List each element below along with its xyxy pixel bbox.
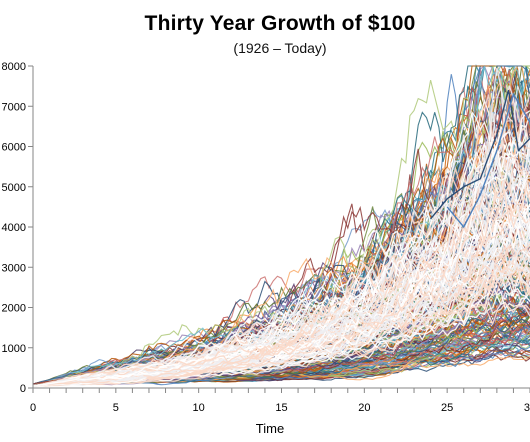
series-line xyxy=(32,157,530,387)
series-line xyxy=(32,146,530,387)
y-tick-label: 0 xyxy=(20,383,26,395)
axis-layer: 0 5 10 15 20 25 30 0 1000 2000 3000 4000 5000 6000 700… xyxy=(2,61,530,414)
series-line xyxy=(430,89,530,220)
x-tick-label: 20 xyxy=(358,402,370,414)
x-tick-label: 10 xyxy=(193,402,205,414)
series-line xyxy=(32,90,530,385)
series-line xyxy=(446,92,530,229)
x-axis-label: Time xyxy=(255,421,285,436)
y-tick-label: 5000 xyxy=(2,182,26,194)
x-tick-label: 15 xyxy=(275,402,287,414)
series-line xyxy=(32,110,530,387)
y-tick-label: 4000 xyxy=(2,222,26,234)
x-tick-label: 25 xyxy=(441,402,453,414)
chart-subtitle: (1926 – Today) xyxy=(233,40,327,56)
y-tick-label: 8000 xyxy=(2,61,26,73)
y-tick-label: 2000 xyxy=(2,303,26,315)
y-tick-label: 3000 xyxy=(2,262,26,274)
series-line xyxy=(32,209,530,387)
series-line xyxy=(32,147,530,387)
chart-title: Thirty Year Growth of $100 xyxy=(144,12,416,35)
x-tick-label: 5 xyxy=(113,402,119,414)
y-tick-label: 7000 xyxy=(2,101,26,113)
y-tick-label: 6000 xyxy=(2,142,26,154)
x-tick-label: 0 xyxy=(30,402,36,414)
series-line xyxy=(32,94,530,387)
series-layer xyxy=(32,63,530,387)
x-tick-label: 30 xyxy=(524,402,530,414)
y-tick-label: 1000 xyxy=(2,343,26,355)
series-line xyxy=(32,155,530,387)
